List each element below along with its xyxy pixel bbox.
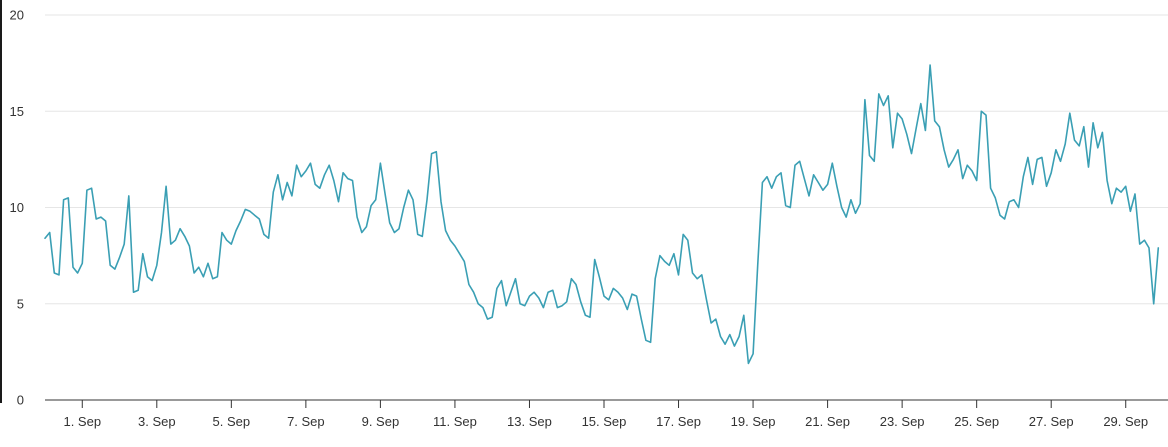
y-axis-label: 15	[10, 104, 24, 119]
y-axis-label: 10	[10, 200, 24, 215]
x-axis-label: 19. Sep	[731, 414, 776, 429]
x-axis-label: 29. Sep	[1103, 414, 1148, 429]
x-axis-label: 13. Sep	[507, 414, 552, 429]
y-axis-label: 5	[17, 296, 24, 311]
y-axis-label: 0	[17, 393, 24, 408]
x-axis-label: 5. Sep	[213, 414, 251, 429]
x-axis-label: 3. Sep	[138, 414, 176, 429]
x-axis-label: 1. Sep	[63, 414, 101, 429]
window-left-border	[0, 0, 2, 403]
x-axis-label: 25. Sep	[954, 414, 999, 429]
x-axis-label: 23. Sep	[880, 414, 925, 429]
x-axis-label: 21. Sep	[805, 414, 850, 429]
y-axis-label: 20	[10, 8, 24, 23]
x-axis-label: 17. Sep	[656, 414, 701, 429]
x-axis-label: 9. Sep	[362, 414, 400, 429]
x-axis-label: 27. Sep	[1029, 414, 1074, 429]
x-axis-label: 11. Sep	[433, 414, 477, 429]
data-series-line	[44, 64, 1160, 365]
x-axis-label: 7. Sep	[287, 414, 325, 429]
x-axis-label: 15. Sep	[582, 414, 627, 429]
